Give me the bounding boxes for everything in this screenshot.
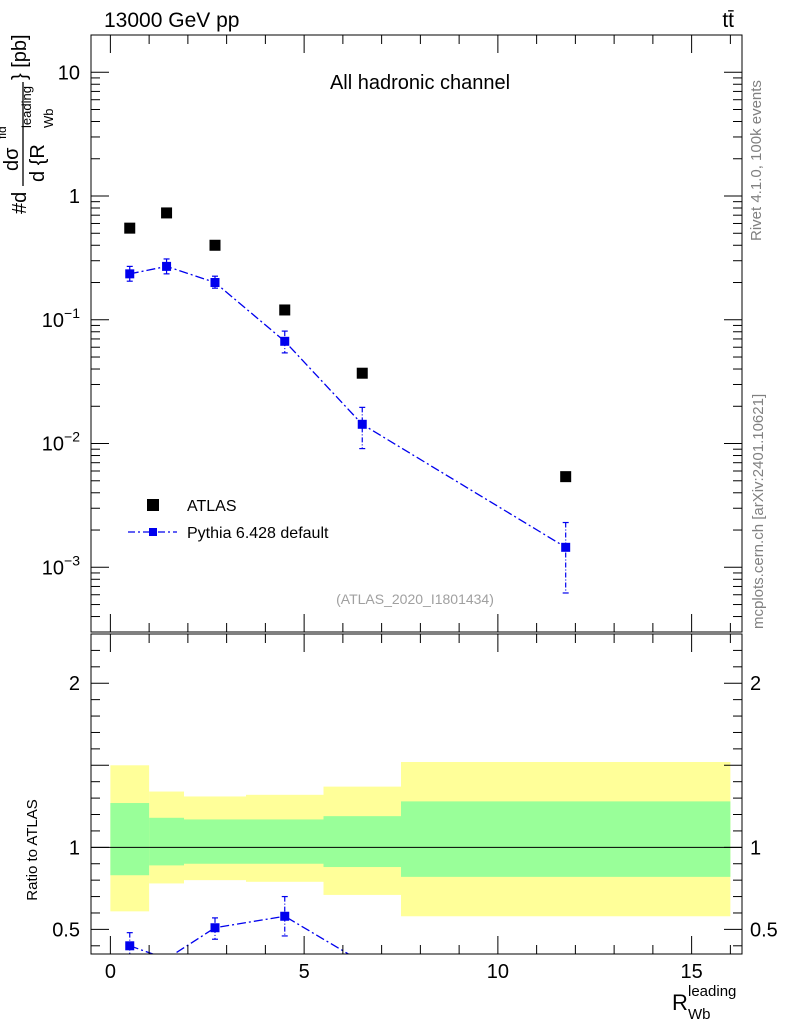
atlas-point-3	[279, 304, 291, 316]
pythia-point-2	[210, 278, 220, 288]
ylabel-denominator-sup: leading	[19, 86, 34, 128]
ratio-band-inner-0	[110, 803, 150, 876]
main-y-tick-labels: 10 1 10−1 10−2 10−3	[42, 62, 80, 579]
mcplots-label: mcplots.cern.ch [arXiv:2401.10621]	[750, 394, 767, 629]
atlas-point-5	[560, 471, 572, 483]
atlas-point-1	[161, 207, 173, 219]
x-tick-label-3: 15	[681, 961, 703, 983]
ylabel-numerator-sup: fid	[0, 126, 9, 139]
ratio-ticks	[91, 633, 742, 954]
process-label: tt̄	[722, 9, 734, 32]
ratio-series-line	[129, 915, 350, 954]
pythia-point-1	[162, 261, 172, 271]
legend-atlas-marker	[147, 499, 159, 511]
legend-pythia-label: Pythia 6.428 default	[187, 525, 329, 542]
legend-pythia-marker	[149, 528, 157, 536]
atlas-point-2	[209, 239, 221, 251]
main-ticks	[91, 34, 742, 633]
ylabel-denominator-sub: Wb	[41, 109, 56, 129]
main-panel: 10 1 10−1 10−2 10−3 All hadronic channel (AT…	[0, 34, 743, 633]
pythia-markers	[125, 261, 571, 552]
ratio-band-inner-4	[323, 816, 401, 868]
legend: ATLAS Pythia 6.428 default	[128, 498, 329, 542]
main-y-tick-label-1: 1	[69, 186, 80, 208]
ratio-y-axis-label: Ratio to ATLAS	[24, 799, 41, 900]
ratio-y-tick-right-1: 1	[750, 837, 761, 859]
x-tick-label-0: 0	[105, 961, 116, 983]
ylabel-denominator: d {R	[27, 144, 49, 182]
ratio-point-2	[210, 923, 220, 933]
pythia-point-4	[357, 419, 367, 429]
pythia-point-5	[561, 542, 571, 552]
atlas-point-4	[356, 367, 368, 379]
ratio-markers	[125, 911, 290, 951]
ratio-point-3	[280, 911, 290, 921]
main-y-tick-label-3: 10−2	[42, 429, 80, 456]
rivet-label: Rivet 4.1.0, 100k events	[748, 80, 765, 241]
xlabel-sup: leading	[688, 983, 736, 1000]
ratio-band-inner-5	[401, 801, 731, 877]
ratio-band-inner-1	[149, 817, 184, 866]
pythia-point-3	[280, 336, 290, 346]
chart-title: All hadronic channel	[330, 72, 510, 94]
pythia-error-bars	[126, 258, 569, 594]
xlabel-sub: Wb	[688, 1006, 711, 1023]
x-tick-label-1: 5	[299, 961, 310, 983]
ratio-y-tick-labels: 0.5 1 2 0.5 1 2	[52, 673, 778, 941]
ratio-point-0	[125, 941, 135, 951]
ylabel-prefix: #d	[9, 192, 31, 214]
main-frame	[90, 34, 743, 633]
atlas-point-0	[124, 222, 136, 234]
main-y-tick-label-0: 10	[58, 62, 80, 84]
atlas-markers	[124, 207, 572, 483]
ylabel-suffix: } [pb]	[9, 34, 31, 80]
ratio-band-inner-2	[184, 819, 246, 864]
ratio-y-tick-left-1: 1	[69, 837, 80, 859]
ratio-y-tick-left-2: 2	[69, 673, 80, 695]
x-tick-labels: 0 5 10 15	[105, 961, 703, 983]
ratio-band-inner-3	[246, 819, 324, 864]
ratio-frame	[90, 633, 743, 955]
ratio-uncertainty-bands	[110, 762, 731, 917]
ylabel-numerator: dσ	[1, 147, 23, 171]
legend-atlas-label: ATLAS	[187, 498, 237, 515]
ratio-y-tick-right-0: 0.5	[750, 919, 778, 941]
x-axis-label: R Wb leading	[672, 983, 736, 1023]
main-y-axis-label: #d dσ fid d {R Wb leading } [pb]	[0, 34, 56, 214]
energy-label: 13000 GeV pp	[104, 9, 239, 32]
analysis-tag: (ATLAS_2020_I1801434)	[336, 591, 494, 607]
main-y-tick-label-4: 10−3	[42, 552, 80, 579]
main-y-tick-label-2: 10−1	[42, 305, 80, 332]
ratio-panel: 0.5 1 2 0.5 1 2 0 5 10 15 Ratio to ATLAS…	[24, 633, 778, 1023]
ratio-y-tick-right-2: 2	[750, 673, 761, 695]
x-tick-label-2: 10	[487, 961, 509, 983]
ratio-error-bars	[126, 895, 288, 954]
ratio-y-tick-left-0: 0.5	[52, 919, 80, 941]
pythia-point-0	[125, 269, 135, 279]
xlabel-main: R	[672, 990, 688, 1015]
